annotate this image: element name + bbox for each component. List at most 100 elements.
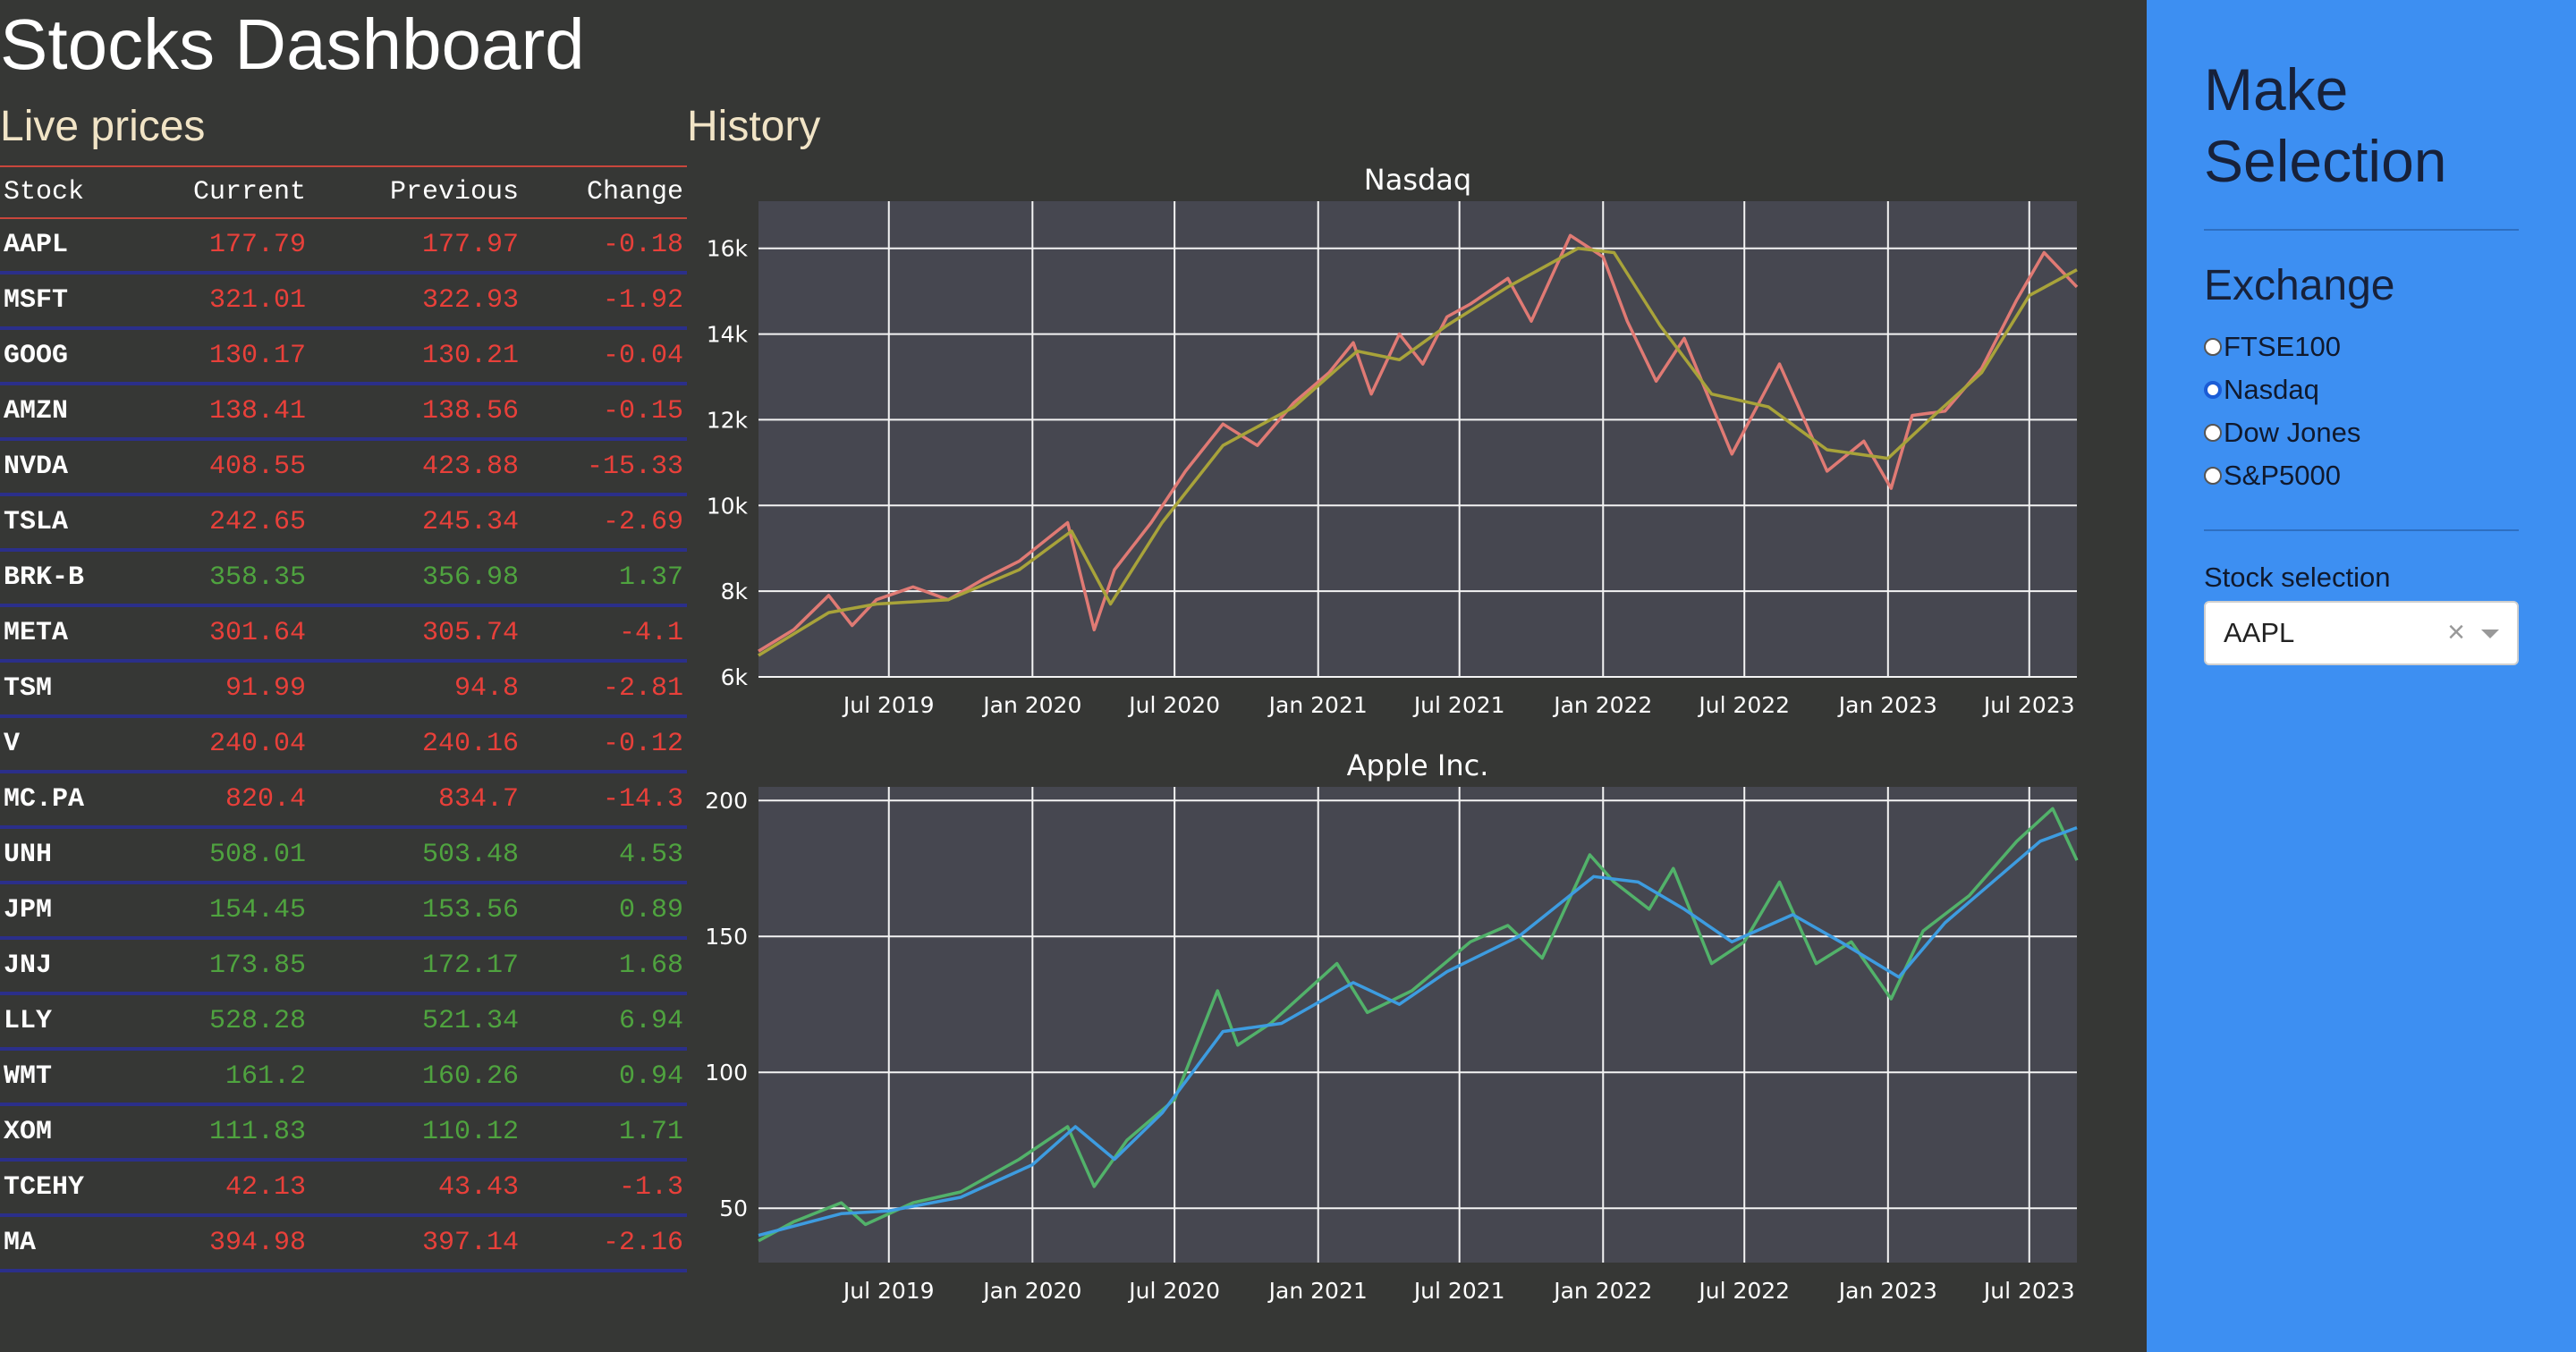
cell-previous: 322.93 [309, 273, 522, 330]
cell-stock: AMZN [0, 384, 132, 441]
cell-previous: 43.43 [309, 1160, 522, 1217]
cell-change: -2.81 [522, 661, 687, 718]
apple-plot-area[interactable] [758, 787, 2077, 1263]
cell-previous: 397.14 [309, 1215, 522, 1272]
cell-change: 0.94 [522, 1049, 687, 1106]
cell-previous: 130.21 [309, 328, 522, 385]
cell-stock: MA [0, 1215, 132, 1272]
x-tick-label: Jul 2019 [842, 692, 935, 718]
table-row[interactable]: AAPL 177.79 177.97 -0.18 [0, 218, 687, 275]
cell-current: 240.04 [132, 716, 309, 773]
table-row[interactable]: LLY 528.28 521.34 6.94 [0, 993, 687, 1051]
apple-moving-average-line[interactable] [758, 825, 2078, 1238]
cell-current: 111.83 [132, 1104, 309, 1162]
cell-stock: UNH [0, 827, 132, 884]
cell-stock: JNJ [0, 938, 132, 995]
cell-stock: TSLA [0, 494, 132, 552]
exchange-radio-group: FTSE100 Nasdaq Dow Jones S&P5000 [2204, 325, 2519, 497]
column-header-stock[interactable]: Stock [0, 165, 132, 219]
table-row[interactable]: GOOG 130.17 130.21 -0.04 [0, 328, 687, 385]
exchange-option[interactable]: Dow Jones [2204, 411, 2519, 454]
y-tick-label: 50 [719, 1196, 748, 1221]
sidebar-title: Make Selection [2204, 56, 2447, 194]
table-row[interactable]: JPM 154.45 153.56 0.89 [0, 883, 687, 940]
cell-stock: WMT [0, 1049, 132, 1106]
table-row[interactable]: MC.PA 820.4 834.7 -14.3 [0, 772, 687, 829]
cell-previous: 94.8 [309, 661, 522, 718]
cell-change: 1.37 [522, 550, 687, 607]
cell-change: -0.15 [522, 384, 687, 441]
table-row[interactable]: JNJ 173.85 172.17 1.68 [0, 938, 687, 995]
cell-previous: 305.74 [309, 605, 522, 663]
table-row[interactable]: NVDA 408.55 423.88 -15.33 [0, 439, 687, 496]
exchange-option[interactable]: FTSE100 [2204, 325, 2519, 368]
y-tick-label: 12k [707, 407, 749, 433]
cell-stock: XOM [0, 1104, 132, 1162]
exchange-option-label: Nasdaq [2224, 374, 2319, 405]
x-tick-label: Jul 2021 [1412, 692, 1505, 718]
table-row[interactable]: XOM 111.83 110.12 1.71 [0, 1104, 687, 1162]
table-row[interactable]: BRK-B 358.35 356.98 1.37 [0, 550, 687, 607]
y-tick-label: 8k [721, 579, 749, 604]
clear-icon[interactable]: × [2447, 615, 2465, 649]
cell-change: -4.1 [522, 605, 687, 663]
table-row[interactable]: TCEHY 42.13 43.43 -1.3 [0, 1160, 687, 1217]
cell-stock: NVDA [0, 439, 132, 496]
nasdaq-moving-average-line[interactable] [758, 246, 2078, 657]
table-row[interactable]: UNH 508.01 503.48 4.53 [0, 827, 687, 884]
cell-stock: BRK-B [0, 550, 132, 607]
column-header-change[interactable]: Change [522, 165, 687, 219]
table-row[interactable]: MSFT 321.01 322.93 -1.92 [0, 273, 687, 330]
nasdaq-chart[interactable]: Nasdaq 6k 8k 10k 12k 14k 16k Jul 2019 Jan 2020 Ju… [687, 156, 2127, 738]
nasdaq-price-line[interactable] [758, 233, 2079, 653]
x-tick-label: Jan 2021 [1267, 692, 1368, 718]
cell-current: 161.2 [132, 1049, 309, 1106]
table-body: AAPL 177.79 177.97 -0.18 MSFT 321.01 322.93 -1.… [0, 218, 687, 1272]
exchange-option[interactable]: S&P5000 [2204, 454, 2519, 497]
apple-chart[interactable]: Apple Inc. 50 100 150 200 Jul 2019 Jan 2020 Jul… [687, 742, 2127, 1323]
live-prices-heading: Live prices [0, 103, 206, 150]
column-header-previous[interactable]: Previous [309, 165, 522, 219]
cell-current: 154.45 [132, 883, 309, 940]
radio-button[interactable] [2204, 424, 2222, 442]
cell-current: 42.13 [132, 1160, 309, 1217]
sidebar-divider [2204, 229, 2519, 231]
table-row[interactable]: AMZN 138.41 138.56 -0.15 [0, 384, 687, 441]
exchange-option-label: Dow Jones [2224, 417, 2361, 448]
table-row[interactable]: WMT 161.2 160.26 0.94 [0, 1049, 687, 1106]
cell-previous: 153.56 [309, 883, 522, 940]
cell-previous: 160.26 [309, 1049, 522, 1106]
table-row[interactable]: MA 394.98 397.14 -2.16 [0, 1215, 687, 1272]
apple-price-line[interactable] [758, 807, 2079, 1243]
x-tick-label: Jan 2023 [1837, 1278, 1937, 1304]
x-tick-label: Jan 2020 [981, 692, 1081, 718]
radio-button[interactable] [2204, 381, 2222, 399]
stock-select-dropdown[interactable]: AAPL × [2204, 601, 2519, 665]
y-tick-label: 150 [705, 924, 748, 950]
column-header-current[interactable]: Current [132, 165, 309, 219]
cell-stock: JPM [0, 883, 132, 940]
exchange-option[interactable]: Nasdaq [2204, 368, 2519, 411]
stock-select-value: AAPL [2224, 617, 2295, 648]
cell-current: 173.85 [132, 938, 309, 995]
cell-change: -2.69 [522, 494, 687, 552]
y-tick-label: 16k [707, 236, 749, 262]
radio-button[interactable] [2204, 467, 2222, 485]
cell-previous: 240.16 [309, 716, 522, 773]
cell-current: 394.98 [132, 1215, 309, 1272]
radio-button[interactable] [2204, 338, 2222, 356]
cell-stock: GOOG [0, 328, 132, 385]
table-row[interactable]: TSLA 242.65 245.34 -2.69 [0, 494, 687, 552]
x-tick-label: Jul 2020 [1127, 1278, 1220, 1304]
cell-change: -0.12 [522, 716, 687, 773]
nasdaq-plot-area[interactable] [758, 201, 2077, 677]
table-row[interactable]: TSM 91.99 94.8 -2.81 [0, 661, 687, 718]
cell-stock: MC.PA [0, 772, 132, 829]
chevron-down-icon[interactable] [2481, 630, 2499, 638]
cell-change: -0.04 [522, 328, 687, 385]
y-tick-label: 10k [707, 493, 749, 519]
table-row[interactable]: META 301.64 305.74 -4.1 [0, 605, 687, 663]
x-tick-label: Jul 2023 [1982, 1278, 2075, 1304]
table-row[interactable]: V 240.04 240.16 -0.12 [0, 716, 687, 773]
cell-change: -1.92 [522, 273, 687, 330]
